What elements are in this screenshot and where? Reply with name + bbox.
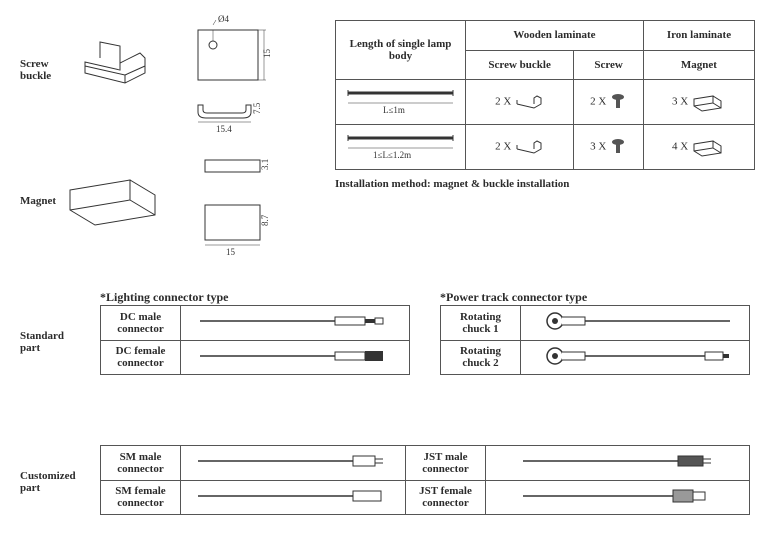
cell-len2: 1≤L≤1.2m (336, 125, 466, 170)
th-iron: Iron laminate (643, 21, 754, 51)
install-caption: Installation method: magnet & buckle ins… (335, 178, 755, 190)
lighting-r1: DC male connector (101, 306, 181, 341)
dim-15b: 15 (226, 247, 236, 257)
sub-buckle: Screw buckle (466, 50, 574, 80)
lighting-r2: DC female connector (101, 340, 181, 375)
label-standard: Standardpart (20, 330, 64, 354)
th-length: Length of single lamp body (336, 21, 466, 80)
dim-phi4: Ø4 (218, 14, 229, 24)
label-screw-buckle: Screwbuckle (20, 58, 51, 82)
cust-r1b: JST male connector (406, 446, 486, 481)
sub-screw: Screw (574, 50, 644, 80)
power-title: *Power track connector type (440, 290, 587, 305)
r2-buckle: 2 X (466, 125, 574, 170)
dim-15: 15 (262, 49, 272, 59)
cust-r1a: SM male connector (101, 446, 181, 481)
dim-87: 8.7 (260, 214, 270, 226)
magnet-tech: 3.1 8.7 15 (200, 150, 290, 270)
lighting-title: *Lighting connector type (100, 290, 228, 305)
power-r1: Rotating chuck 1 (441, 306, 521, 341)
lighting-table: DC male connector DC female connector (100, 305, 410, 375)
svg-text:1≤L≤1.2m: 1≤L≤1.2m (373, 150, 411, 160)
dim-31: 3.1 (260, 159, 270, 170)
dim-75: 7.5 (252, 102, 262, 114)
power-table: Rotating chuck 1 Rotating chuck 2 (440, 305, 750, 375)
r1-buckle: 2 X (466, 80, 574, 125)
screw-buckle-tech: Ø4 15 7.5 15.4 (188, 10, 298, 140)
sub-magnet: Magnet (643, 50, 754, 80)
svg-text:L≤1m: L≤1m (383, 105, 405, 115)
r1-screw: 2 X (574, 80, 644, 125)
r2-magnet: 4 X (643, 125, 754, 170)
cust-r2b: JST female connector (406, 480, 486, 515)
magnet-3d (60, 160, 170, 235)
th-wood: Wooden laminate (466, 21, 644, 51)
r2-screw: 3 X (574, 125, 644, 170)
label-magnet: Magnet (20, 195, 56, 207)
label-customized: Customizedpart (20, 470, 76, 494)
cell-len1: L≤1m (336, 80, 466, 125)
power-r2: Rotating chuck 2 (441, 340, 521, 375)
screw-buckle-3d (70, 28, 160, 98)
customized-table: SM male connector JST male connector SM … (100, 445, 750, 515)
install-table: Length of single lamp body Wooden lamina… (335, 20, 755, 190)
r1-magnet: 3 X (643, 80, 754, 125)
cust-r2a: SM female connector (101, 480, 181, 515)
dim-154: 15.4 (216, 124, 232, 134)
